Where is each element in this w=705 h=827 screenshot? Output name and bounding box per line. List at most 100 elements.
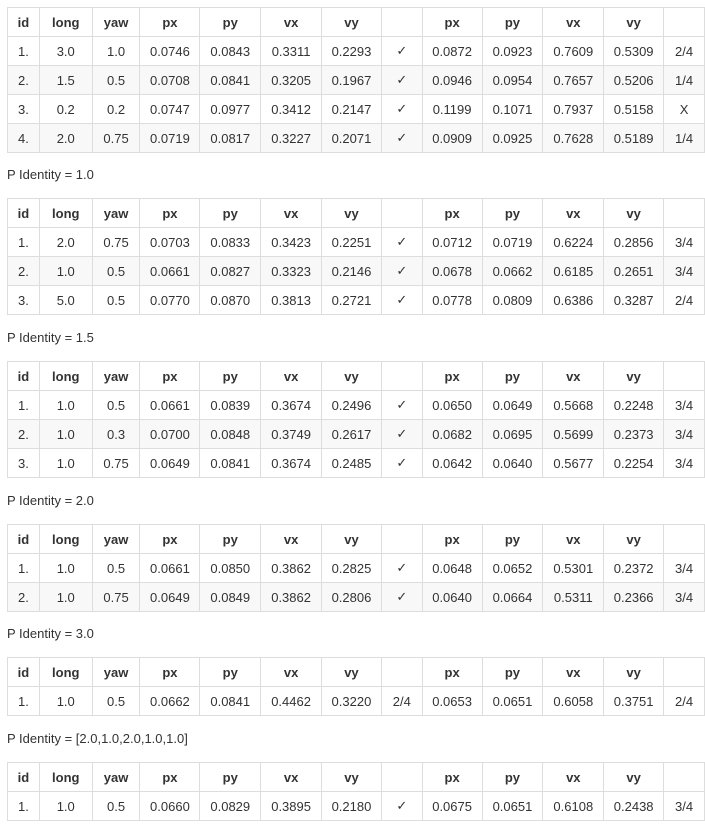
table-cell: 1.0 [38, 448, 93, 478]
table-cell: 0.0703 [139, 227, 201, 257]
table-cell: 0.0923 [481, 36, 544, 66]
column-header: py [199, 657, 262, 687]
table-cell: 3.0 [38, 36, 93, 66]
table-cell: ✓ [380, 448, 423, 478]
column-header: id [7, 7, 40, 37]
table-cell: 0.0648 [421, 553, 483, 583]
table-cell: 0.2651 [603, 256, 665, 286]
table-cell: 0.3287 [603, 285, 665, 315]
table-cell: 0.0653 [421, 686, 483, 716]
table-cell: 1.0 [38, 582, 93, 612]
table-row: 1. 1.0 0.5 0.0660 0.0829 0.3895 0.2180 ✓ 0.0675 0… [7, 791, 705, 821]
section-caption: P Identity = [2.0,1.0,2.0,1.0,1.0] [7, 731, 188, 746]
column-header: py [481, 762, 544, 792]
table-cell: 0.7609 [542, 36, 605, 66]
table-cell: ✓ [380, 227, 423, 257]
table-cell: 3. [7, 448, 40, 478]
table-row: 3. 0.2 0.2 0.0747 0.0977 0.3412 0.2147 ✓ 0.1199 0… [7, 94, 705, 124]
table-cell: ✓ [380, 390, 423, 420]
table-cell: 2.0 [38, 123, 93, 153]
table-row: 1. 1.0 0.5 0.0661 0.0850 0.3862 0.2825 ✓ 0.0648 0… [7, 553, 705, 583]
column-header: vx [542, 524, 605, 554]
table-cell: 0.0661 [139, 256, 201, 286]
table-cell: 0.2248 [603, 390, 665, 420]
table-cell: 0.1967 [321, 65, 382, 95]
table-row: 2. 1.5 0.5 0.0708 0.0841 0.3205 0.1967 ✓ 0.0946 0… [7, 65, 705, 95]
table-cell: 0.0662 [139, 686, 201, 716]
table-cell: 0.2 [38, 94, 93, 124]
table-cell: 0.0770 [139, 285, 201, 315]
table-cell: 0.5677 [542, 448, 605, 478]
column-header: vx [542, 7, 605, 37]
column-header: px [421, 7, 483, 37]
column-header: vx [542, 762, 605, 792]
section-caption: P Identity = 2.0 [7, 493, 94, 508]
table-cell: 1.0 [38, 419, 93, 449]
table-cell: 0.0872 [421, 36, 483, 66]
column-header: vx [542, 198, 605, 228]
results-table: id long yaw px py vx vy px py vx vy 1. 1.0 0.5 0.0660 0… [7, 762, 705, 821]
column-header: px [139, 762, 201, 792]
table-cell: 0.0839 [199, 390, 262, 420]
column-header: py [481, 7, 544, 37]
table-cell: ✓ [380, 256, 423, 286]
column-header: vx [260, 762, 323, 792]
table-cell: 0.6058 [542, 686, 605, 716]
table-cell: 0.2856 [603, 227, 665, 257]
table-cell: 0.0682 [421, 419, 483, 449]
table-cell: 0.2 [91, 94, 141, 124]
column-header: long [38, 7, 93, 37]
table-cell: 0.0662 [481, 256, 544, 286]
table-cell: ✓ [380, 65, 423, 95]
table-cell: 0.0946 [421, 65, 483, 95]
column-header: px [139, 524, 201, 554]
table-cell: 0.0708 [139, 65, 201, 95]
table-cell: 0.3412 [260, 94, 323, 124]
table-cell: 3/4 [663, 390, 705, 420]
table-cell: 2. [7, 582, 40, 612]
table-cell: 4. [7, 123, 40, 153]
table-cell: 0.0664 [481, 582, 544, 612]
table-cell: 1.0 [38, 553, 93, 583]
table-cell: 0.2293 [321, 36, 382, 66]
table-cell: 0.3205 [260, 65, 323, 95]
section-caption: P Identity = 3.0 [7, 626, 94, 641]
column-header [380, 762, 423, 792]
column-header [663, 7, 705, 37]
table-cell: 2/4 [663, 686, 705, 716]
table-cell: 0.2146 [321, 256, 382, 286]
header-row: id long yaw px py vx vy px py vx vy [7, 657, 705, 687]
table-cell: 0.6185 [542, 256, 605, 286]
table-cell: 1. [7, 553, 40, 583]
header-row: id long yaw px py vx vy px py vx vy [7, 7, 705, 37]
table-cell: 0.4462 [260, 686, 323, 716]
results-table: id long yaw px py vx vy px py vx vy 1. 3.0 1.0 0.0746 0… [7, 7, 705, 153]
column-header: py [199, 524, 262, 554]
table-cell: 0.0827 [199, 256, 262, 286]
column-header [380, 361, 423, 391]
table-row: 3. 1.0 0.75 0.0649 0.0841 0.3674 0.2485 ✓ 0.0642… [7, 448, 705, 478]
column-header: py [481, 361, 544, 391]
table-cell: 3/4 [663, 791, 705, 821]
table-cell: 0.0778 [421, 285, 483, 315]
table-cell: 0.7937 [542, 94, 605, 124]
table-cell: 2.0 [38, 227, 93, 257]
table-cell: 3/4 [663, 419, 705, 449]
column-header: id [7, 361, 40, 391]
table-cell: 2/4 [663, 285, 705, 315]
table-cell: ✓ [380, 123, 423, 153]
table-cell: 2. [7, 419, 40, 449]
column-header [380, 198, 423, 228]
column-header: vy [603, 7, 665, 37]
table-cell: 0.2373 [603, 419, 665, 449]
table-cell: 0.0977 [199, 94, 262, 124]
table-cell: ✓ [380, 419, 423, 449]
column-header: long [38, 524, 93, 554]
column-header [380, 524, 423, 554]
table-cell: 0.0849 [199, 582, 262, 612]
table-cell: 0.2825 [321, 553, 382, 583]
table-cell: 0.0649 [139, 448, 201, 478]
table-cell: 0.0841 [199, 686, 262, 716]
header-row: id long yaw px py vx vy px py vx vy [7, 524, 705, 554]
column-header: py [199, 7, 262, 37]
